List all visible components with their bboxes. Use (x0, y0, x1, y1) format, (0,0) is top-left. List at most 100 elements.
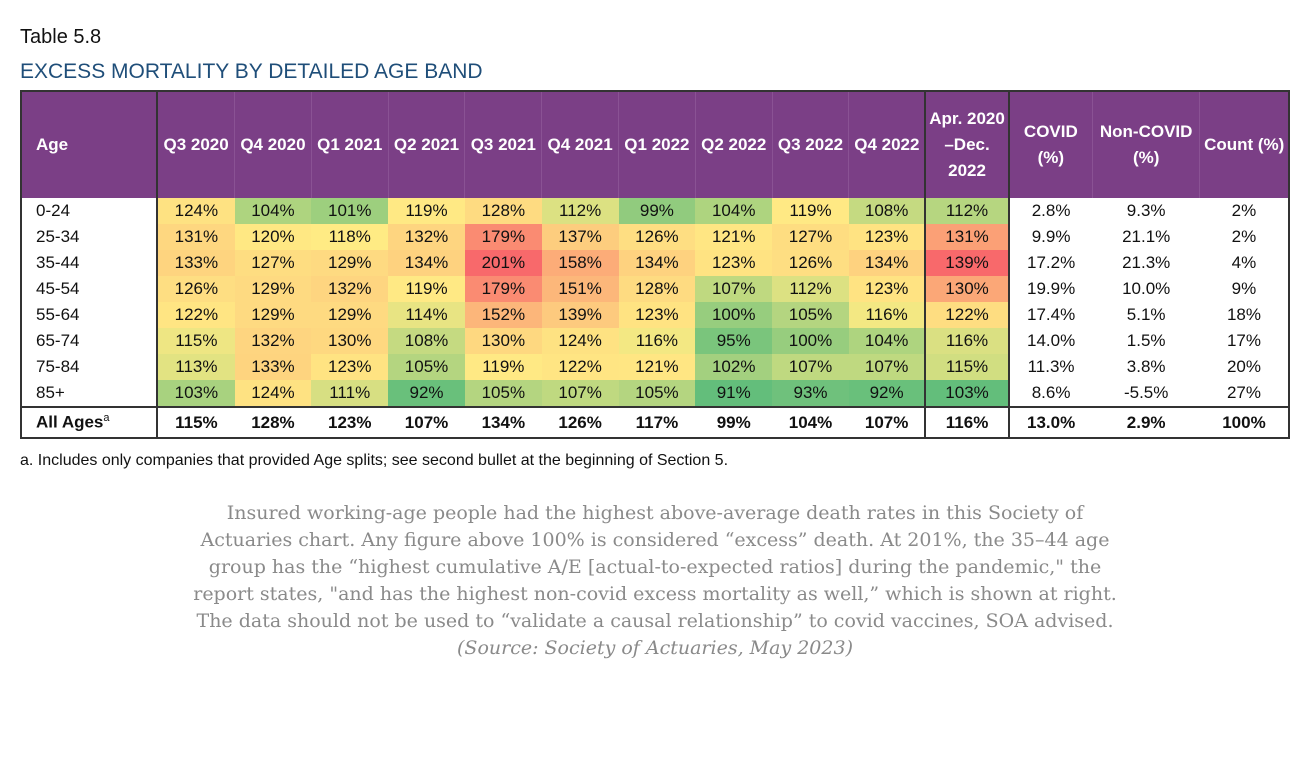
table-cell: 100% (695, 302, 773, 328)
table-cell: 179% (464, 224, 542, 250)
total-cell: 107% (848, 406, 926, 438)
column-header: Q2 2021 (387, 91, 465, 198)
table-cell: 122% (924, 302, 1010, 328)
total-cell: 107% (388, 406, 465, 438)
table-cell: 114% (388, 302, 465, 328)
table-cell: 2% (1231, 201, 1257, 220)
table-cell: 151% (541, 276, 619, 302)
total-cell: 134% (464, 406, 542, 438)
table-row: 35-44 133% 127% 129% 134% 201% 158% 134% 123% 126… (21, 250, 1289, 276)
table-row: 85+ 103% 124% 111% 92% 105% 107% 105% 91% 93% 92% 1… (21, 380, 1289, 407)
table-cell: 129% (234, 302, 312, 328)
table-cell: 14.0% (1026, 331, 1076, 350)
table-cell: 133% (157, 250, 235, 276)
age-band: 85+ (21, 380, 159, 407)
table-cell: 104% (848, 328, 926, 354)
all-ages-row: All Agesa 115% 128% 123% 107% 134% 126% 117% 99%… (21, 406, 1289, 438)
table-cell: 113% (157, 354, 235, 380)
table-cell: 132% (388, 224, 465, 250)
table-cell: 122% (541, 354, 619, 380)
column-header: Q1 2022 (618, 91, 696, 198)
total-cell: 128% (234, 406, 312, 438)
age-band: 35-44 (21, 250, 159, 276)
total-cell: 99% (695, 406, 773, 438)
table-cell: 118% (311, 224, 389, 250)
header-row: Age Q3 2020 Q4 2020 Q1 2021 Q2 2021 Q3 2021 Q4… (20, 91, 1289, 198)
table-cell: 21.3% (1122, 253, 1171, 272)
table-cell: 132% (234, 328, 312, 354)
table-cell: 123% (618, 302, 696, 328)
table-title: EXCESS MORTALITY BY DETAILED AGE BAND (20, 60, 483, 83)
table-cell: 2% (1231, 227, 1257, 246)
total-cell: 2.9% (1092, 406, 1200, 438)
table-cell: 112% (541, 198, 619, 224)
total-cell: 104% (772, 406, 849, 438)
table-cell: 17.4% (1026, 305, 1076, 324)
table-cell: 123% (848, 224, 926, 250)
table-cell: 91% (695, 380, 773, 407)
table-cell: 112% (924, 198, 1010, 224)
table-cell: 131% (157, 224, 235, 250)
all-ages-label: All Ages (36, 412, 104, 432)
table-cell: 93% (772, 380, 849, 407)
table-cell: 152% (464, 302, 542, 328)
table-cell: 9.3% (1126, 201, 1166, 220)
total-cell: 126% (541, 406, 619, 438)
table-row: 55-64 122% 129% 129% 114% 152% 139% 123% 100% 105… (21, 302, 1289, 328)
age-band: All Agesa (21, 406, 159, 438)
table-cell: 105% (772, 302, 849, 328)
table-cell: 19.9% (1026, 279, 1076, 298)
footnote-marker: a (103, 412, 110, 425)
table-row: 75-84 113% 133% 123% 105% 119% 122% 121% 102% 107… (21, 354, 1289, 380)
table-cell: 3.8% (1126, 357, 1166, 376)
column-header: Q2 2022 (694, 91, 773, 198)
table-cell: 123% (695, 250, 773, 276)
table-cell: 92% (388, 380, 465, 407)
table-cell: 127% (234, 250, 312, 276)
table-cell: 1.5% (1126, 331, 1166, 350)
table-cell: 122% (157, 302, 235, 328)
table-cell: 115% (924, 354, 1010, 380)
total-cell: 115% (157, 406, 235, 438)
table-cell: 124% (541, 328, 619, 354)
column-header: Q4 2022 (848, 91, 927, 198)
table-cell: 9.9% (1031, 227, 1071, 246)
table-cell: 112% (772, 276, 849, 302)
table-cell: 111% (311, 380, 389, 407)
column-header: Q4 2021 (541, 91, 619, 198)
age-band: 55-64 (21, 302, 159, 328)
table-cell: 100% (772, 328, 849, 354)
column-header: COVID (%) (1008, 91, 1093, 198)
table-cell: 121% (618, 354, 696, 380)
table-cell: 104% (695, 198, 773, 224)
column-header: Q3 2020 (156, 91, 235, 198)
table-cell: 123% (848, 276, 926, 302)
total-cell: 116% (924, 406, 1010, 438)
table-cell: 134% (618, 250, 696, 276)
total-cell: 117% (618, 406, 696, 438)
table-cell: 126% (772, 250, 849, 276)
table-cell: 130% (924, 276, 1010, 302)
table-cell: 107% (848, 354, 926, 380)
table-cell: 95% (695, 328, 773, 354)
age-band: 45-54 (21, 276, 159, 302)
table-cell: 107% (695, 276, 773, 302)
table-cell: 128% (464, 198, 542, 224)
table-cell: 124% (234, 380, 312, 407)
table-cell: 17% (1226, 331, 1261, 350)
table-cell: 137% (541, 224, 619, 250)
table-cell: 119% (388, 276, 465, 302)
table-cell: 119% (464, 354, 542, 380)
total-cell: 13.0% (1008, 406, 1093, 438)
column-header: Q3 2022 (771, 91, 849, 198)
column-header: Age (20, 91, 159, 198)
column-header: Q3 2021 (464, 91, 542, 198)
table-cell: 130% (311, 328, 389, 354)
table-cell: 130% (464, 328, 542, 354)
table-cell: 131% (924, 224, 1010, 250)
table-row: 65-74 115% 132% 130% 108% 130% 124% 116% 95% 100%… (21, 328, 1289, 354)
table-cell: 99% (618, 198, 696, 224)
table-cell: 139% (541, 302, 619, 328)
table-cell: 104% (234, 198, 312, 224)
table-cell: 116% (924, 328, 1010, 354)
